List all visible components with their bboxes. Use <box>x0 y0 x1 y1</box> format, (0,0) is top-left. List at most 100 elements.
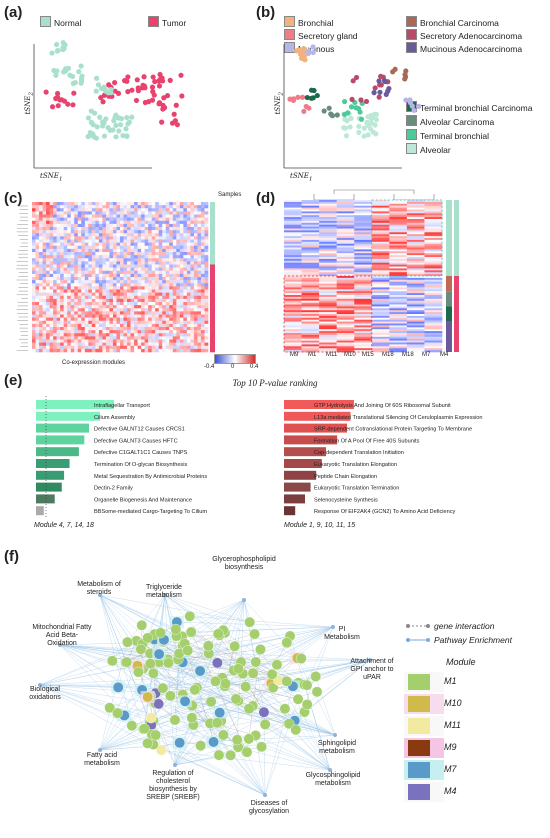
heatmap-c-cell <box>123 248 128 253</box>
heatmap-c-cell <box>172 339 177 343</box>
heatmap-c-cell <box>102 230 107 234</box>
heatmap-d-cell <box>301 213 320 216</box>
heatmap-c-cell <box>200 217 205 222</box>
heatmap-d-cell <box>371 219 390 222</box>
heatmap-c-cell <box>32 333 36 337</box>
pathway-edge <box>39 673 254 686</box>
heatmap-c-cell <box>35 277 40 281</box>
heatmap-d-cell <box>424 232 443 235</box>
heatmap-c-cell <box>53 302 57 306</box>
heatmap-d-cell <box>301 207 320 210</box>
heatmap-c-cell <box>158 248 163 253</box>
heatmap-c-cell <box>91 214 96 218</box>
heatmap-d-cell <box>371 207 390 210</box>
heatmap-d-cell <box>319 241 337 244</box>
heatmap-c-cell <box>197 348 202 353</box>
heatmap-c-cell <box>151 333 156 337</box>
heatmap-c-cell <box>151 280 156 284</box>
enrichment-bar <box>284 506 296 516</box>
heatmap-c-cell <box>197 305 202 309</box>
heatmap-c-cell <box>172 302 177 306</box>
tsne-scatter-a <box>33 40 185 169</box>
heatmap-c-cell <box>127 217 131 222</box>
heatmap-c-cell <box>74 320 79 325</box>
heatmap-c-cell <box>151 261 156 265</box>
heatmap-c-cell <box>183 339 188 343</box>
heatmap-c-cell <box>137 242 142 247</box>
heatmap-c-cell <box>102 333 107 337</box>
heatmap-c-cell <box>127 273 131 278</box>
heatmap-c-cell <box>105 214 110 218</box>
heatmap-d-cell <box>424 344 443 347</box>
heatmap-d-cell <box>319 304 337 307</box>
heatmap-d-cell <box>319 211 337 214</box>
heatmap-c-cell <box>127 220 131 225</box>
heatmap-c-cell <box>137 252 142 256</box>
heatmap-c-cell <box>148 261 152 265</box>
gene-node <box>281 637 293 649</box>
heatmap-c-cell <box>35 348 40 353</box>
heatmap-c-cell <box>56 220 61 225</box>
scatter-b-point <box>376 78 382 84</box>
heatmap-d-cell <box>371 338 390 341</box>
heatmap-c-cell <box>141 308 145 312</box>
heatmap-c-cell <box>46 227 50 231</box>
heatmap-d-cell <box>389 241 408 244</box>
gene-node <box>122 636 133 648</box>
heatmap-c-cell <box>179 302 184 306</box>
heatmap-c-cell <box>200 311 205 315</box>
heatmap-c-cell <box>183 302 188 306</box>
heatmap-c-cell <box>98 314 103 318</box>
heatmap-c-cell <box>155 345 160 350</box>
heatmap-d-cell <box>319 295 337 298</box>
gene-node <box>247 667 259 679</box>
heatmap-d-cell <box>389 220 408 224</box>
heatmap-c-cell <box>158 298 163 303</box>
heatmap-c-cell <box>155 248 160 253</box>
heatmap-c-cell <box>151 330 156 334</box>
scatter-b-point <box>328 111 334 117</box>
heatmap-d-cell <box>336 306 355 309</box>
heatmap-c-cell <box>49 302 54 306</box>
heatmap-c-cell <box>165 295 170 300</box>
heatmap-c-cell <box>60 230 64 234</box>
heatmap-c-cell <box>60 248 64 253</box>
heatmap-c-cell <box>88 270 93 275</box>
scatter-a-point <box>55 47 61 54</box>
heatmap-c-cell <box>190 314 195 318</box>
heatmap-c-cell <box>127 292 131 297</box>
heatmap-d-cell <box>284 331 302 334</box>
heatmap-c-cell <box>137 239 142 243</box>
heatmap-c-cell <box>134 211 138 215</box>
heatmap-c-cell <box>63 342 68 347</box>
module-legend: M1 M10 M11 M9 M7 M4 <box>404 672 524 832</box>
heatmap-c-cell <box>162 242 167 247</box>
heatmap-c-cell <box>197 245 202 250</box>
heatmap-c-cell <box>81 273 86 278</box>
heatmap-c-cell <box>144 339 149 343</box>
heatmap-d-cell <box>389 243 408 246</box>
heatmap-d-cell <box>424 319 443 322</box>
gene-node <box>155 627 166 639</box>
heatmap-d-cell <box>301 344 320 347</box>
heatmap-c-cell <box>81 264 86 268</box>
pathway-edge <box>264 686 294 796</box>
heatmap-c-cell <box>88 242 93 247</box>
heatmap-c-cell <box>165 292 170 297</box>
heatmap-c-cell <box>109 339 114 343</box>
heatmap-c-cell <box>151 273 156 278</box>
heatmap-c-cell <box>102 311 107 315</box>
heatmap-d-cell <box>389 264 408 267</box>
heatmap-c-cell <box>98 311 103 315</box>
heatmap-c-cell <box>123 348 128 353</box>
heatmap-d-cell <box>371 215 390 218</box>
heatmap-c-cell <box>130 273 135 278</box>
heatmap-c-cell <box>197 277 202 281</box>
heatmap-c-cell <box>186 214 191 218</box>
heatmap-c-cell <box>95 345 100 350</box>
heatmap-c-cell <box>53 298 57 303</box>
heatmap-c-cell <box>105 305 110 309</box>
heatmap-c-cell <box>60 261 64 265</box>
heatmap-c-cell <box>32 339 36 343</box>
enrichment-bar <box>284 435 338 445</box>
